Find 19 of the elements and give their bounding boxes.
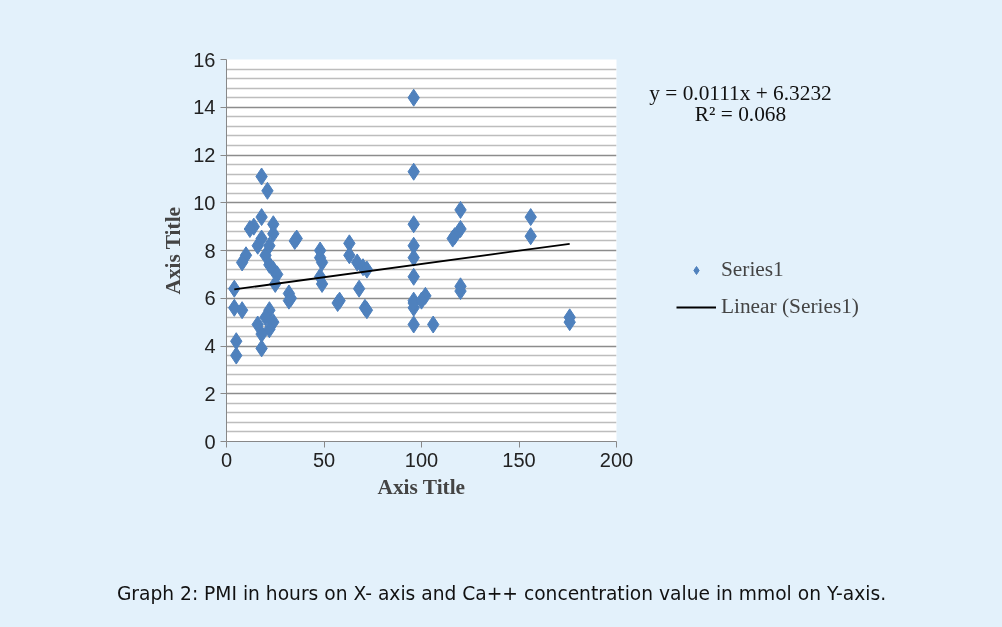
- y-tick-label: 16: [193, 48, 216, 71]
- x-tick-label: 150: [502, 448, 536, 471]
- y-tick-label: 12: [193, 144, 216, 166]
- y-tick-label: 10: [193, 191, 216, 214]
- y-tick-label: 14: [193, 96, 216, 119]
- y-tick-label: 2: [204, 382, 216, 405]
- x-tick-label: 200: [599, 448, 634, 471]
- caption: Graph 2: PMI in hours on X- axis and Ca++ concentration value in mmol on Y-axis.: [116, 583, 887, 604]
- x-tick-label: 100: [404, 448, 439, 471]
- legend-label: Linear (Series1): [721, 294, 859, 319]
- y-tick-label: 4: [204, 335, 216, 357]
- y-tick-label: 6: [204, 287, 216, 310]
- x-tick-label: 0: [220, 448, 233, 471]
- y-tick-label: 0: [204, 430, 216, 453]
- legend-label: Series1: [721, 257, 784, 282]
- y-tick-label: 8: [204, 239, 216, 262]
- x-axis-title: Axis Title: [377, 474, 466, 499]
- y-axis-title: Axis Title: [161, 206, 186, 295]
- x-tick-label: 50: [312, 448, 336, 471]
